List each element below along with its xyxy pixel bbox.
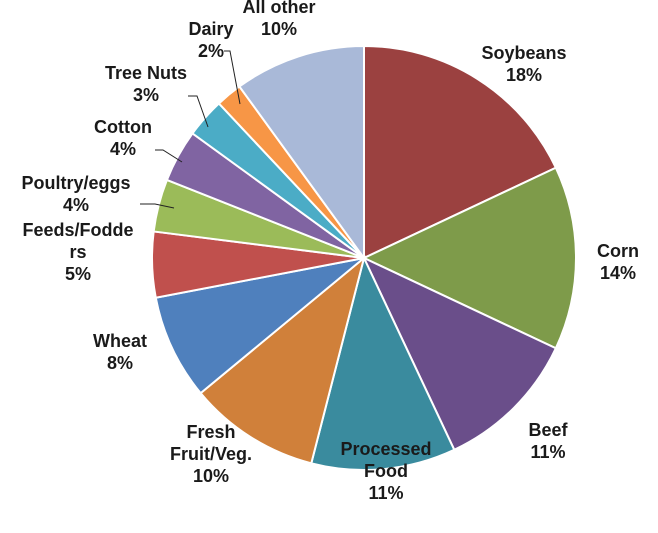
slice-label-text: Fresh [186,422,235,442]
slice-label-processed-food: Processed Food 11% [340,439,431,503]
slice-processed-food [310,255,456,471]
slice-label-text: Dairy [188,19,233,39]
slice-label-poultry-eggs: Poultry/eggs 4% [21,173,130,215]
slice-label-text: Poultry/eggs [21,173,130,193]
leader-line-tree-nuts [188,95,209,128]
slice-percent: 2% [198,41,224,61]
slice-beef [361,255,558,452]
slice-label-text: Wheat [93,331,147,351]
slice-label-text: Processed [340,439,431,459]
slice-label-text: Tree Nuts [105,63,187,83]
leader-line-poultry-eggs [140,203,175,209]
slice-label-text: Cotton [94,117,152,137]
slice-labels: Soybeans 18%Corn 14%Beef 11%Processed Food 11… [21,0,639,503]
slice-label-all-other: All other 10% [242,0,315,39]
slice-label-beef: Beef 11% [528,420,568,462]
slice-percent: 18% [506,65,542,85]
slice-percent: 4% [110,139,136,159]
slice-all-other [237,44,365,262]
slice-label-text: Corn [597,241,639,261]
slice-percent: 5% [65,264,91,284]
slice-label-text: Beef [528,420,568,440]
slice-percent: 3% [133,85,159,105]
slice-percent: 4% [63,195,89,215]
slice-label-text: All other [242,0,315,17]
slice-label-feeds-fodders: Feeds/Fodde rs 5% [22,220,133,284]
slice-percent: 10% [261,19,297,39]
leader-line-dairy [224,50,241,105]
slice-label-text: Soybeans [481,43,566,63]
slice-fresh-fruit-veg [199,255,366,465]
pie-slices [151,44,577,471]
slice-corn [361,166,577,350]
slice-label-text: Fruit/Veg. [170,444,252,464]
slice-label-soybeans: Soybeans 18% [481,43,566,85]
slice-percent: 11% [368,483,403,503]
leader-line-cotton [155,149,183,163]
slice-soybeans [363,44,558,260]
slice-wheat [154,257,365,395]
slice-percent: 11% [530,442,565,462]
slice-label-text: rs [69,242,86,262]
slice-label-corn: Corn 14% [597,241,639,283]
slice-percent: 10% [193,466,229,486]
slice-label-text: Food [364,461,408,481]
slice-label-cotton: Cotton 4% [94,117,152,159]
leader-lines [140,50,241,209]
slice-label-dairy: Dairy 2% [188,19,233,61]
slice-percent: 8% [107,353,133,373]
slice-label-tree-nuts: Tree Nuts 3% [105,63,187,105]
slice-label-wheat: Wheat 8% [93,331,147,373]
slice-percent: 14% [600,263,636,283]
slice-label-fresh-fruit-veg: Fresh Fruit/Veg. 10% [170,422,252,486]
slice-label-text: Feeds/Fodde [22,220,133,240]
